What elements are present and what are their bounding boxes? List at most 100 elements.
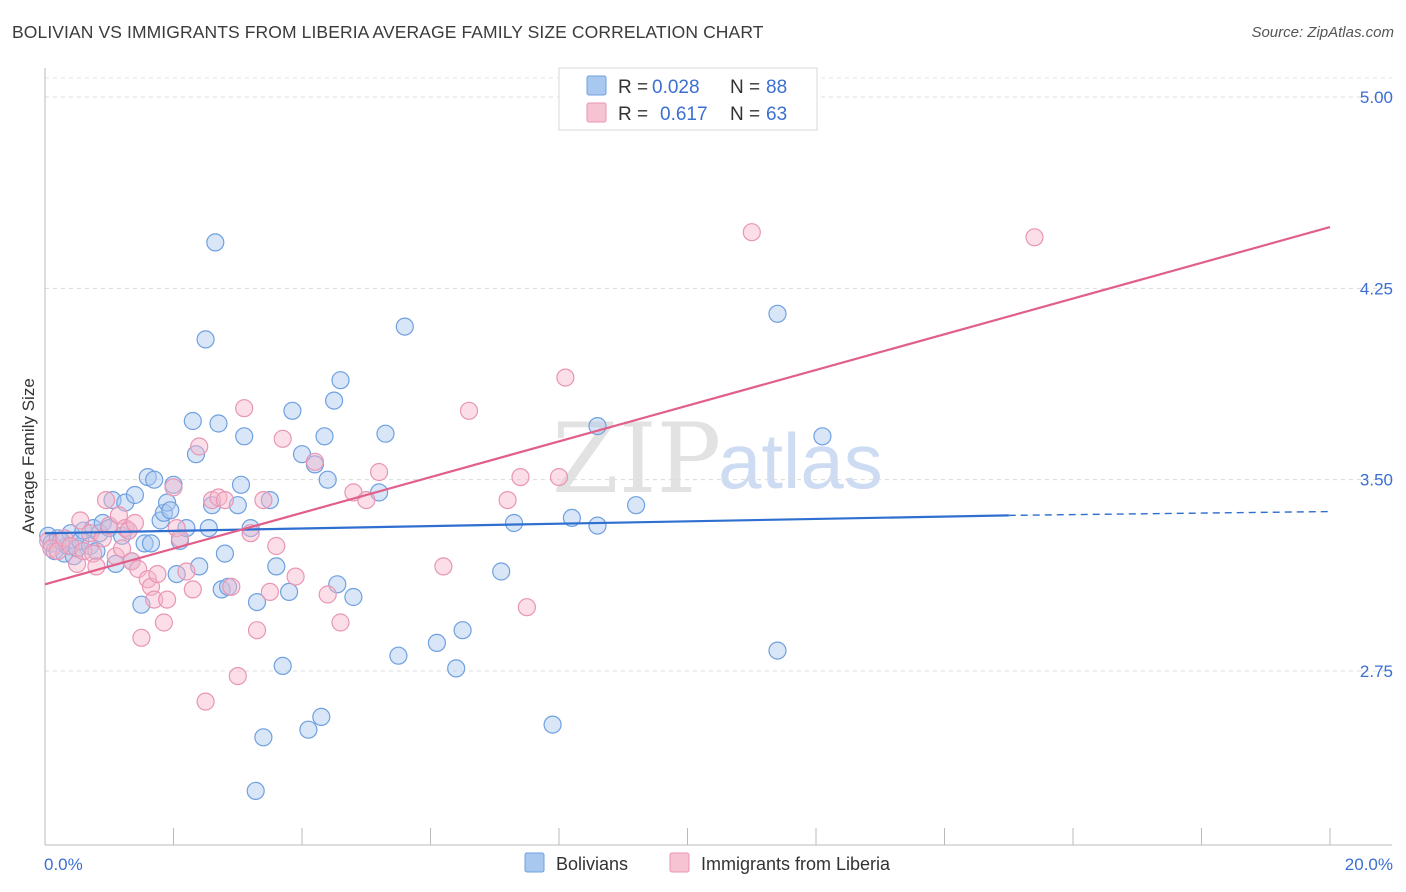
liberia-point — [132, 628, 151, 647]
liberia-trend-line — [44, 226, 1331, 586]
bolivians-point — [177, 518, 196, 538]
bolivians-point — [145, 470, 164, 489]
bolivians-point — [267, 557, 286, 576]
liberia-point — [370, 462, 389, 482]
bolivians-point — [588, 516, 607, 535]
bolivians-point — [768, 641, 787, 660]
bolivians-point — [504, 513, 524, 533]
liberia-point — [517, 598, 537, 617]
liberia-point — [190, 437, 209, 456]
liberia-point — [164, 478, 183, 497]
bolivians-point — [199, 518, 218, 538]
bolivians-point — [280, 582, 299, 602]
bolivians-trend-line — [44, 514, 1009, 535]
bolivians-point — [141, 534, 161, 553]
legend-n-value-2: 63 — [766, 104, 787, 125]
bolivians-point — [235, 427, 254, 446]
liberia-point — [177, 562, 196, 581]
bolivians-point — [283, 401, 302, 420]
legend-r-label-2: R = — [618, 104, 648, 125]
liberia-point — [742, 223, 761, 242]
bolivians-point — [813, 427, 832, 446]
liberia-point — [286, 567, 305, 586]
stats-legend: R = 0.028 N = 88 R = 0.617 N = 63 — [558, 67, 818, 131]
series-legend-label-liberia: Immigrants from Liberia — [701, 854, 891, 874]
y-tick-label: 5.00 — [1360, 88, 1393, 107]
bolivians-point — [196, 330, 215, 349]
bolivians-point — [206, 233, 225, 252]
chart-source: Source: ZipAtlas.com — [1251, 24, 1394, 41]
bolivians-point — [626, 496, 646, 515]
bolivians-point — [215, 544, 234, 563]
bolivians-point — [247, 592, 267, 612]
grid — [45, 77, 1392, 672]
liberia-point — [183, 580, 202, 599]
bolivians-point — [209, 414, 228, 433]
bolivians-point — [395, 317, 414, 336]
liberia-point — [305, 452, 324, 471]
liberia-point — [254, 491, 273, 510]
x-ticks — [44, 828, 1331, 845]
liberia-point — [247, 621, 267, 640]
liberia-point — [556, 368, 575, 387]
liberia-point — [167, 518, 186, 538]
liberia-point — [145, 590, 164, 609]
liberia-point — [235, 399, 254, 418]
bolivians-point — [246, 781, 265, 801]
bolivians-point — [260, 491, 279, 510]
liberia-point — [260, 582, 279, 602]
bolivians-point — [331, 371, 350, 390]
liberia-point — [331, 613, 350, 632]
bolivians-point — [376, 424, 395, 443]
bolivians-point — [453, 621, 472, 640]
liberia-point — [434, 557, 453, 576]
axes — [44, 68, 1392, 846]
liberia-point — [222, 577, 241, 596]
bolivians-point — [492, 562, 511, 581]
bolivians-point — [231, 475, 251, 494]
bolivians-point — [389, 646, 408, 665]
bolivians-point — [768, 304, 787, 323]
y-tick-label: 3.50 — [1360, 471, 1393, 490]
bolivians-point — [447, 659, 466, 678]
legend-r-value-2: 0.617 — [660, 104, 708, 125]
x-tick-label-max: 20.0% — [1345, 855, 1393, 874]
bolivians-point — [562, 508, 582, 528]
bolivians-point — [325, 391, 344, 410]
chart-title: BOLIVIAN VS IMMIGRANTS FROM LIBERIA AVER… — [12, 22, 764, 42]
liberia-point — [125, 513, 144, 533]
bolivians-point — [318, 470, 337, 489]
series-legend-swatch-bolivians — [524, 852, 545, 873]
y-tick-labels: 2.75 3.50 4.25 5.00 — [1360, 88, 1393, 681]
bolivians-point — [273, 656, 292, 676]
liberia-point — [71, 511, 90, 530]
liberia-point — [228, 666, 247, 686]
liberia-point — [112, 539, 132, 558]
bolivians-point — [125, 485, 144, 505]
liberia-point — [96, 491, 116, 510]
data-points — [39, 223, 1044, 801]
bolivians-point — [312, 707, 331, 727]
series-legend: Bolivians Immigrants from Liberia — [524, 852, 891, 874]
liberia-point — [154, 613, 173, 632]
bolivians-point — [427, 633, 446, 653]
bolivians-point — [344, 587, 363, 607]
bolivians-point — [299, 720, 318, 739]
bolivians-point — [183, 411, 202, 431]
legend-swatch-bolivians — [586, 75, 607, 96]
liberia-point — [215, 491, 234, 510]
bolivians-trend-extension — [1008, 510, 1331, 517]
bolivians-point — [315, 427, 334, 446]
liberia-point — [273, 429, 292, 448]
liberia-point — [158, 590, 177, 609]
legend-n-label-2: N = — [730, 104, 760, 125]
legend-swatch-liberia — [586, 102, 607, 123]
liberia-point — [148, 564, 167, 584]
legend-n-label-1: N = — [730, 77, 760, 98]
legend-r-value-1: 0.028 — [652, 77, 700, 98]
liberia-point — [267, 536, 286, 556]
liberia-point — [498, 491, 517, 510]
liberia-point — [459, 401, 479, 420]
liberia-point — [318, 585, 337, 604]
